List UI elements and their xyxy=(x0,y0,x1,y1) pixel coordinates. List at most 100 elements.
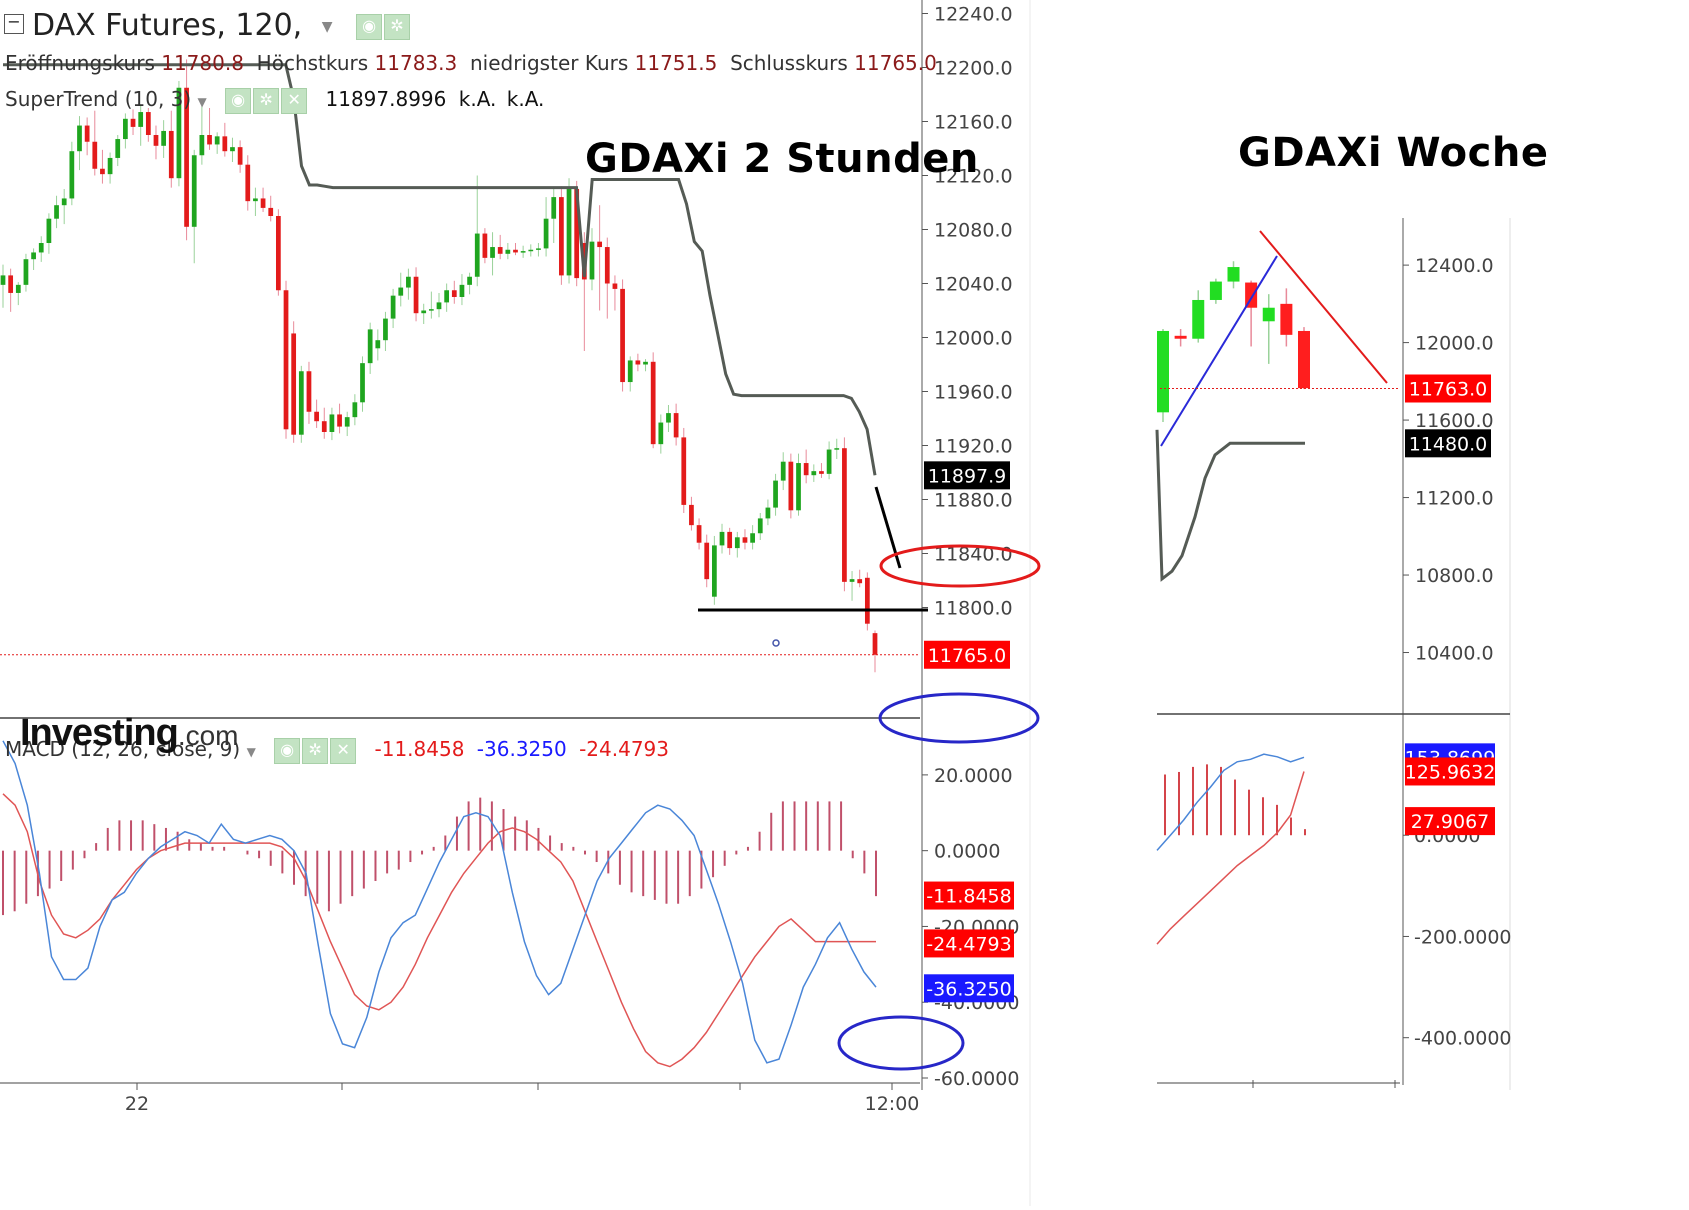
weekly-tick-label: 12400.0 xyxy=(1415,255,1494,277)
candle-body xyxy=(275,216,281,291)
macd-badge-bg xyxy=(924,881,1014,910)
candle-body xyxy=(130,118,136,127)
gear-icon[interactable]: ✲ xyxy=(253,87,280,114)
weekly-macd-line xyxy=(1156,753,1305,851)
candle-body xyxy=(31,252,36,260)
candle-body xyxy=(658,422,664,445)
close-icon[interactable]: ✕ xyxy=(281,87,308,114)
macd-legend: MACD (12, 26, close, 9) ▼ ◉ ✲ ✕ -11.8458 -… xyxy=(5,737,669,764)
y-tick-label: 12080.0 xyxy=(934,220,1013,242)
y-tick-label: 12040.0 xyxy=(934,274,1013,296)
macd-label: MACD (12, 26, close, 9) xyxy=(5,737,241,761)
weekly-candle-body xyxy=(1280,303,1293,335)
candle-body xyxy=(123,118,128,140)
candle-body xyxy=(383,318,388,341)
candle-body xyxy=(513,249,518,253)
trend-segment-line xyxy=(874,486,902,569)
candle-body xyxy=(872,633,878,655)
supertrend-na-1: k.A. xyxy=(458,87,497,111)
annotation-ellipse-blue xyxy=(878,692,1040,744)
chevron-down-icon[interactable]: ▼ xyxy=(321,18,333,35)
close-label: Schlusskurs xyxy=(730,51,848,75)
candle-body xyxy=(367,329,373,364)
candle-body xyxy=(237,147,243,165)
candle-body xyxy=(398,287,404,296)
weekly-candle-body xyxy=(1209,281,1222,300)
candle-body xyxy=(314,411,319,422)
candle-body xyxy=(604,247,610,284)
candle-body xyxy=(268,207,274,216)
candle-body xyxy=(734,537,740,549)
eye-icon[interactable]: ◉ xyxy=(274,737,301,764)
weekly-candle-body xyxy=(1174,335,1187,339)
weekly-tick-label: 11200.0 xyxy=(1415,488,1494,510)
candle-body xyxy=(819,471,824,474)
close-icon[interactable]: ✕ xyxy=(330,737,357,764)
candle-body xyxy=(321,421,327,432)
macd-value-1: -11.8458 xyxy=(374,737,465,761)
candle-body xyxy=(559,197,564,276)
candle-body xyxy=(826,449,832,474)
y-tick-label: 12120.0 xyxy=(934,166,1013,188)
chevron-down-icon[interactable]: ▼ xyxy=(197,95,207,109)
close-value: 11765.0 xyxy=(854,51,937,75)
low-label: niedrigster Kurs xyxy=(469,51,629,75)
candle-body xyxy=(413,276,419,314)
uptrend-line xyxy=(1160,255,1278,447)
candle-body xyxy=(834,448,840,450)
candle-body xyxy=(61,198,67,206)
price-badge-bg xyxy=(924,640,1010,669)
candle-body xyxy=(23,259,29,285)
candle-body xyxy=(176,87,182,179)
weekly-tick-label: 10800.0 xyxy=(1415,565,1494,587)
candle-body xyxy=(153,135,159,146)
gear-icon[interactable]: ✲ xyxy=(384,13,411,40)
gear-icon[interactable]: ✲ xyxy=(302,737,329,764)
eye-icon[interactable]: ◉ xyxy=(356,13,383,40)
candle-body xyxy=(291,333,297,435)
candle-body xyxy=(803,463,809,476)
macd-badge-bg xyxy=(924,974,1014,1003)
candle-body xyxy=(811,471,817,476)
weekly-supertrend-line xyxy=(1155,429,1305,582)
candle-body xyxy=(100,168,105,175)
macd-badge: -11.8458 xyxy=(926,886,1011,908)
candle-body xyxy=(145,112,151,135)
candle-body xyxy=(46,218,52,243)
investing-logo: Investing.com xyxy=(20,712,239,755)
candle-body xyxy=(620,288,625,383)
candle-body xyxy=(8,275,14,293)
weekly-macd-badge-bg xyxy=(1405,757,1495,786)
candle-body xyxy=(780,461,786,481)
candle-body xyxy=(750,533,755,543)
macd-badge: -24.4793 xyxy=(926,933,1011,955)
candle-body xyxy=(528,249,534,252)
macd-value-3: -24.4793 xyxy=(579,737,669,761)
weekly-candle-body xyxy=(1262,307,1275,322)
candle-body xyxy=(184,87,189,227)
chart-title: DAX Futures, 120, xyxy=(32,8,303,43)
candle-body xyxy=(436,302,442,310)
weekly-candle-body xyxy=(1227,267,1240,282)
collapse-icon[interactable]: − xyxy=(4,13,24,34)
candle-body xyxy=(597,241,603,248)
candle-body xyxy=(352,402,358,418)
candle-body xyxy=(635,360,641,365)
candle-body xyxy=(406,276,411,288)
candle-body xyxy=(551,197,557,219)
price-badge: 11897.9 xyxy=(928,465,1007,487)
annotation-ellipse-blue xyxy=(837,1015,965,1071)
downtrend-line xyxy=(1259,230,1388,384)
candle-body xyxy=(842,448,847,582)
candle-body xyxy=(199,135,205,156)
chevron-down-icon[interactable]: ▼ xyxy=(246,745,256,759)
candle-body xyxy=(107,157,113,175)
eye-icon[interactable]: ◉ xyxy=(225,87,252,114)
candle-body xyxy=(168,130,174,179)
candle-body xyxy=(711,545,717,597)
supertrend-na-2: k.A. xyxy=(506,87,545,111)
candle-body xyxy=(390,295,396,319)
high-value: 11783.3 xyxy=(374,51,458,75)
candle-body xyxy=(306,371,312,412)
candle-body xyxy=(214,136,220,145)
